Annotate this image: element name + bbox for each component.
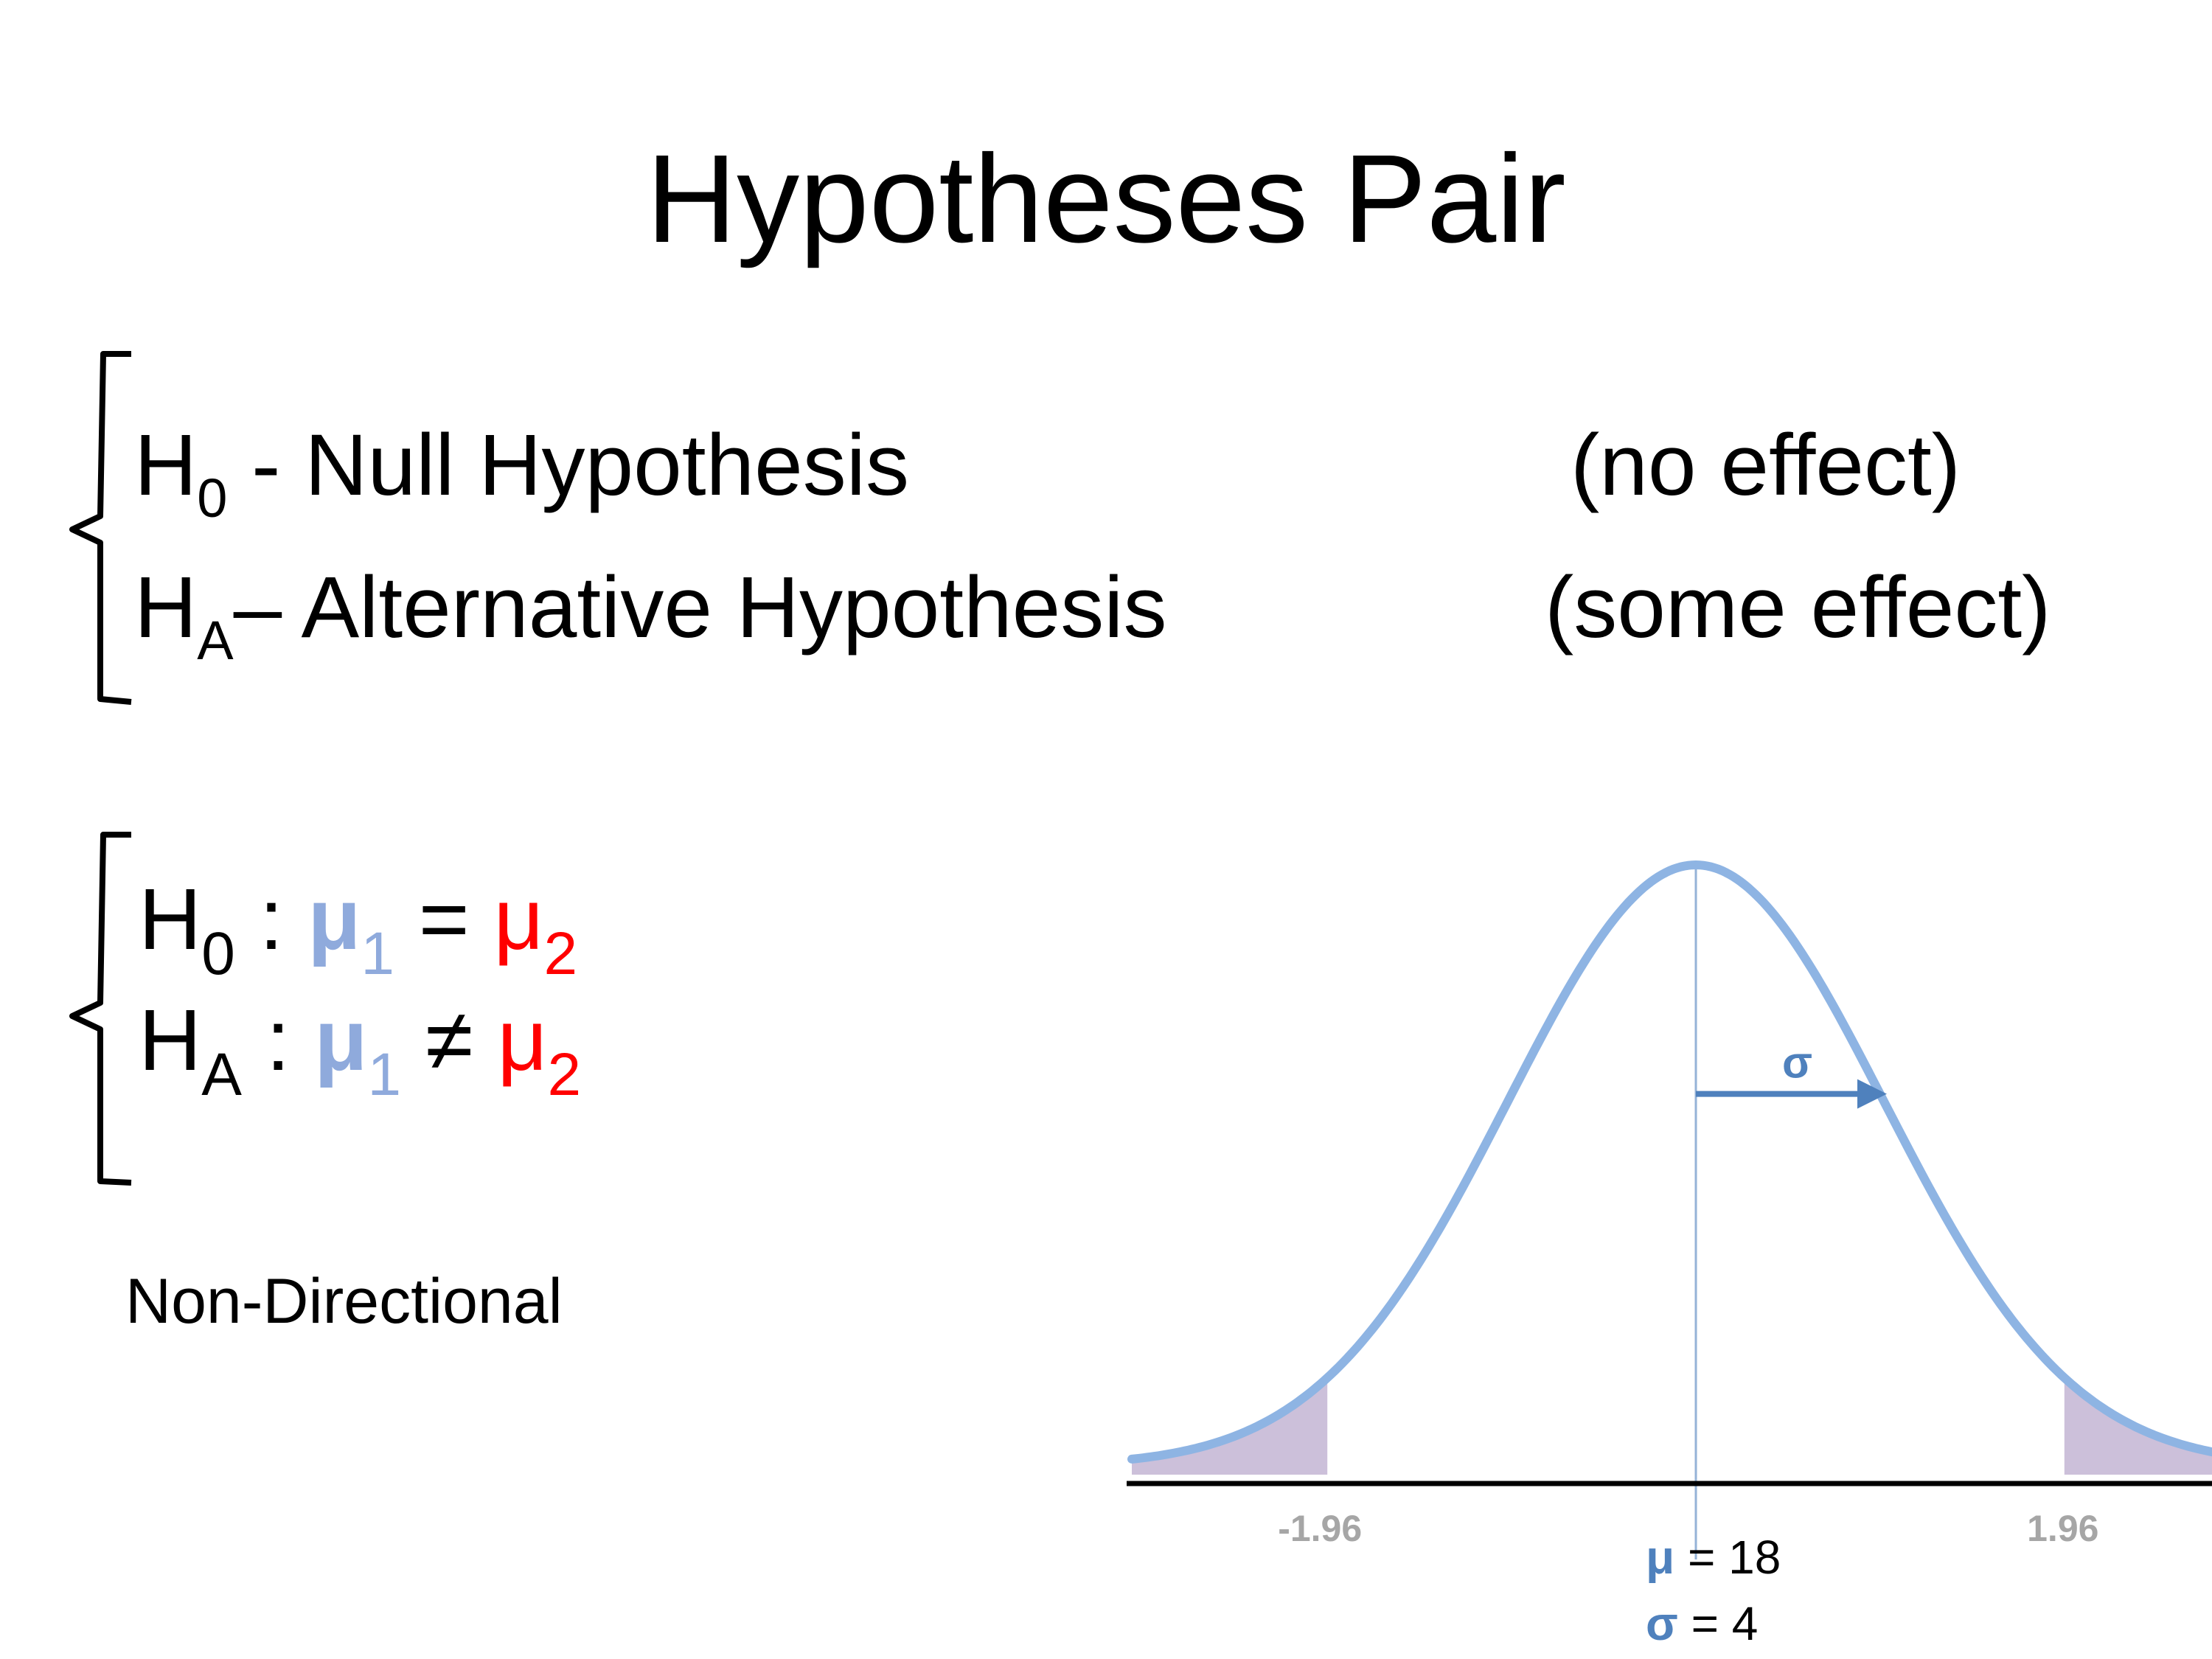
mu1-subscript: 1 (361, 920, 394, 987)
param-sd: σ = 4 (1646, 1600, 1758, 1647)
eq-ha-subscript: A (201, 1041, 242, 1108)
eq-colon: : (234, 871, 308, 968)
eq-ha-symbol: H (139, 992, 202, 1089)
tick-label-left: -1.96 (1278, 1508, 1362, 1549)
alt-equation: HA : μ1 ≠ μ2 (139, 997, 581, 1105)
alt-hypothesis-note: (some effect) (1545, 559, 2051, 656)
alt-hypothesis-label: – Alternative Hypothesis (233, 559, 1167, 656)
mu1-subscript: 1 (367, 1041, 402, 1108)
normal-curve-chart: σ -1.96 1.96 (1127, 860, 2212, 1559)
ha-subscript: A (197, 610, 234, 671)
sigma-symbol: σ (1646, 1597, 1678, 1650)
test-type-label: Non-Directional (125, 1266, 563, 1337)
eq-operator: = (394, 871, 494, 968)
null-hypothesis-definition: H0 - Null Hypothesis (134, 422, 909, 526)
null-hypothesis-label: - Null Hypothesis (227, 417, 910, 514)
param-mean: μ = 18 (1646, 1534, 1781, 1581)
mu2-symbol: μ (497, 992, 548, 1089)
h0-symbol: H (134, 417, 198, 514)
normal-curve (1127, 860, 2212, 1464)
right-tail-area (2064, 1377, 2212, 1475)
null-hypothesis-note: (no effect) (1571, 417, 1961, 514)
sigma-arrow-label: σ (1782, 1038, 1812, 1088)
page-title: Hypotheses Pair (646, 129, 1566, 269)
mu-symbol: μ (1646, 1531, 1675, 1584)
brace-definitions (69, 351, 132, 705)
left-tail-area (1132, 1377, 1328, 1475)
eq-operator: ≠ (401, 992, 498, 1089)
mu1-symbol: μ (307, 871, 361, 968)
mu2-subscript: 2 (543, 920, 578, 987)
mu2-symbol: μ (493, 871, 544, 968)
ha-symbol: H (134, 559, 198, 656)
h0-subscript: 0 (197, 467, 228, 529)
eq-h0-subscript: 0 (201, 920, 235, 987)
alt-hypothesis-definition: HA– Alternative Hypothesis (134, 564, 1167, 668)
tick-label-right: 1.96 (2027, 1508, 2098, 1549)
sd-value: = 4 (1677, 1597, 1759, 1650)
brace-equations (69, 832, 132, 1186)
mu1-symbol: μ (314, 992, 368, 1089)
mean-value: = 18 (1674, 1531, 1781, 1584)
eq-h0-symbol: H (139, 871, 202, 968)
sigma-arrowhead (1857, 1079, 1887, 1109)
eq-colon: : (241, 992, 315, 1089)
mu2-subscript: 2 (547, 1041, 582, 1108)
null-equation: H0 : μ1 = μ2 (139, 876, 577, 984)
